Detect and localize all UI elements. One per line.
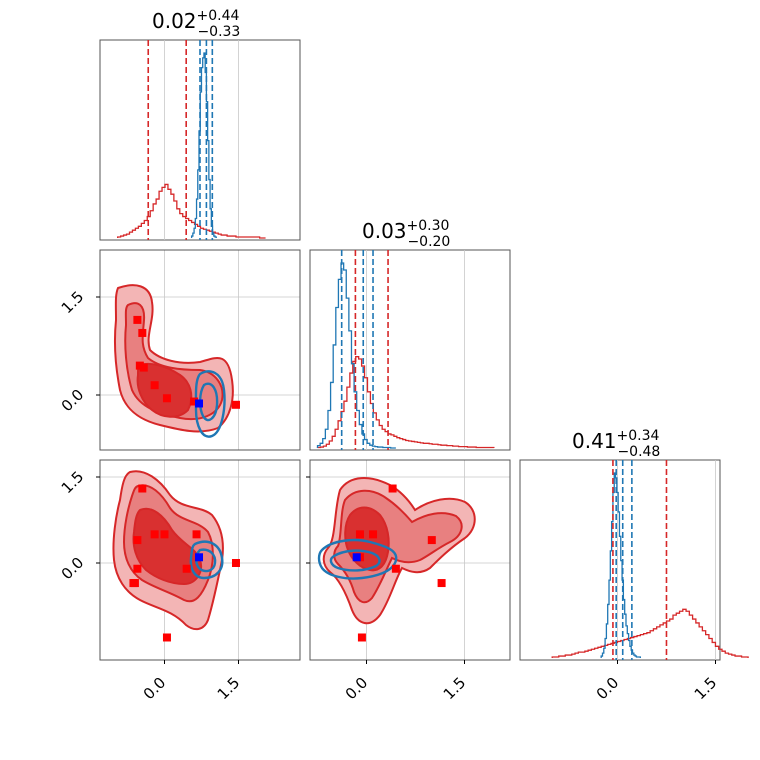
blue-histogram-line bbox=[600, 472, 642, 658]
red-histogram bbox=[316, 356, 495, 449]
quantile-lines bbox=[612, 460, 668, 660]
red-marker bbox=[231, 559, 240, 567]
blue-marker bbox=[195, 399, 204, 408]
panel-frame bbox=[519, 459, 721, 661]
blue-marker bbox=[195, 553, 204, 562]
title-plus: +0.44 bbox=[197, 8, 240, 24]
red-marker bbox=[133, 536, 142, 545]
blue-histogram-line bbox=[316, 262, 396, 449]
y-tick-label: 0.0 bbox=[58, 386, 88, 416]
red-marker bbox=[427, 536, 436, 545]
density-contours bbox=[317, 477, 476, 625]
quantile-lines bbox=[340, 250, 389, 450]
red-marker bbox=[192, 530, 201, 539]
x-ticks: 0.0 1.5 bbox=[342, 660, 470, 704]
panel-hist-p3: 0.41+0.34 −0.48 0.0 1.5 bbox=[519, 428, 749, 704]
red-marker bbox=[437, 579, 446, 588]
title-minus: −0.20 bbox=[407, 234, 450, 250]
title-plus: +0.30 bbox=[407, 218, 450, 234]
grid bbox=[617, 460, 716, 660]
blue-marker-group bbox=[195, 553, 204, 562]
red-histogram-line bbox=[551, 608, 749, 658]
grid bbox=[366, 250, 465, 450]
panel-frame bbox=[99, 249, 301, 451]
red-marker bbox=[162, 394, 171, 403]
panel-title-p3: 0.41+0.34 −0.48 bbox=[572, 428, 660, 460]
panel-title-p2: 0.03+0.30 −0.20 bbox=[362, 218, 450, 250]
red-marker bbox=[355, 530, 364, 539]
title-median: 0.41 bbox=[572, 429, 617, 453]
red-marker bbox=[133, 315, 142, 324]
red-marker bbox=[231, 400, 240, 409]
title-minus: −0.33 bbox=[197, 24, 240, 40]
red-marker bbox=[190, 397, 199, 406]
red-histogram-line bbox=[316, 356, 495, 449]
red-markers bbox=[129, 484, 240, 642]
red-marker bbox=[160, 530, 169, 539]
panel-frame bbox=[309, 249, 511, 451]
blue-marker-group bbox=[352, 553, 361, 562]
y-tick-label: 1.5 bbox=[58, 288, 88, 318]
blue-marker-group bbox=[195, 399, 204, 408]
x-tick-label: 1.5 bbox=[440, 674, 470, 704]
red-marker bbox=[369, 530, 378, 539]
red-marker bbox=[388, 484, 397, 493]
title-median: 0.03 bbox=[362, 219, 407, 243]
y-ticks: 1.5 0.0 bbox=[58, 288, 100, 416]
red-marker bbox=[182, 564, 191, 573]
red-marker bbox=[150, 530, 159, 539]
y-tick-label: 0.0 bbox=[58, 554, 88, 584]
red-marker bbox=[138, 484, 147, 493]
x-tick-label: 0.0 bbox=[140, 674, 170, 704]
x-tick-label: 1.5 bbox=[214, 674, 244, 704]
grid bbox=[164, 40, 239, 240]
panel-p1-p3: 1.5 0.0 0.0 1.5 bbox=[58, 459, 301, 704]
density-contours bbox=[112, 470, 224, 631]
panel-frame bbox=[99, 459, 301, 661]
red-markers bbox=[133, 315, 240, 409]
blue-contour bbox=[317, 538, 398, 580]
density-contours bbox=[114, 284, 234, 438]
red-marker bbox=[150, 381, 159, 390]
red-marker bbox=[133, 564, 142, 573]
blue-histogram bbox=[600, 472, 642, 658]
panel-p1-p2: 1.5 0.0 bbox=[58, 249, 301, 451]
x-ticks: 0.0 1.5 bbox=[140, 660, 244, 704]
panel-frame bbox=[309, 459, 511, 661]
title-minus: −0.48 bbox=[617, 444, 660, 460]
red-histogram-line bbox=[117, 183, 266, 239]
panel-hist-p1: 0.02+0.44 −0.33 bbox=[99, 8, 301, 241]
red-histogram bbox=[551, 608, 749, 658]
red-marker bbox=[138, 328, 147, 337]
red-marker bbox=[357, 633, 366, 642]
x-tick-label: 0.0 bbox=[593, 674, 623, 704]
red-marker bbox=[129, 579, 138, 588]
x-tick-label: 0.0 bbox=[342, 674, 372, 704]
quantile-lines bbox=[147, 40, 214, 240]
red-histogram bbox=[117, 183, 266, 239]
y-ticks: 1.5 0.0 bbox=[58, 468, 100, 584]
panel-p2-p3: 0.0 1.5 bbox=[306, 459, 511, 704]
title-median: 0.02 bbox=[152, 9, 197, 33]
blue-histogram bbox=[190, 52, 217, 238]
blue-marker bbox=[352, 553, 361, 562]
blue-histogram bbox=[316, 262, 396, 449]
panel-title-p1: 0.02+0.44 −0.33 bbox=[152, 8, 240, 40]
red-marker bbox=[139, 363, 148, 372]
y-tick-label: 1.5 bbox=[58, 468, 88, 498]
x-ticks: 0.0 1.5 bbox=[593, 660, 721, 704]
panel-hist-p2: 0.03+0.30 −0.20 bbox=[309, 218, 511, 451]
title-plus: +0.34 bbox=[617, 428, 660, 444]
red-marker bbox=[391, 564, 400, 573]
y-ticks bbox=[306, 476, 310, 564]
contour-inner bbox=[136, 362, 193, 418]
x-tick-label: 1.5 bbox=[691, 674, 721, 704]
red-marker bbox=[162, 633, 171, 642]
blue-histogram-line bbox=[190, 52, 217, 238]
